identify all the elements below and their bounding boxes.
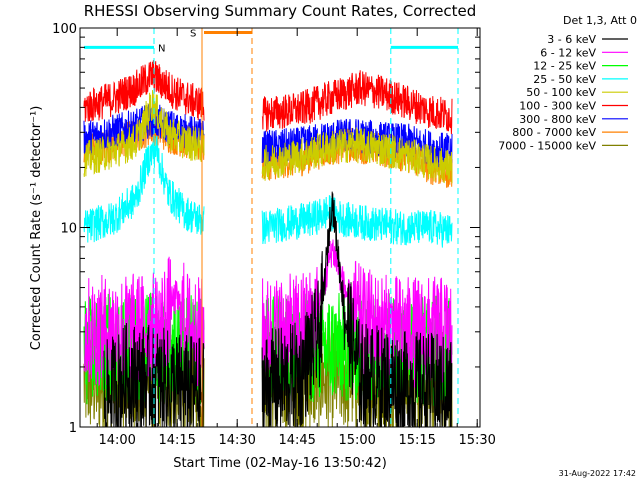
x-tick-label-3: 14:45 xyxy=(278,433,315,448)
x-tick-label-1: 14:15 xyxy=(158,433,195,448)
y-tick-label-1: 10 xyxy=(60,222,77,237)
legend-label-1: 6 - 12 keV xyxy=(540,46,596,59)
legend-title: Det 1,3, Att 0 xyxy=(563,14,637,27)
y-tick-label-0: 1 xyxy=(69,421,77,436)
series-line-5 xyxy=(83,60,453,135)
legend-label-8: 7000 - 15000 keV xyxy=(498,139,596,152)
legend-label-3: 25 - 50 keV xyxy=(533,73,596,86)
x-tick-label-0: 14:00 xyxy=(98,433,135,448)
plot-area: NS 14:00 14:15 14:30 14:45 15:00 15:15 15:3011… xyxy=(52,22,496,448)
x-axis-label: Start Time (02-May-16 13:50:42) xyxy=(173,456,387,471)
night-label: N xyxy=(158,43,165,54)
series-line-4 xyxy=(83,90,453,184)
series-line-3 xyxy=(83,135,453,248)
annotation-layer: NS xyxy=(84,28,459,427)
saa-label: S xyxy=(190,28,196,39)
x-tick-label-6: 15:30 xyxy=(458,433,495,448)
x-tick-label-4: 15:00 xyxy=(338,433,375,448)
x-tick-label-5: 15:15 xyxy=(398,433,435,448)
chart-title: RHESSI Observing Summary Count Rates, Co… xyxy=(84,2,477,20)
legend-label-5: 100 - 300 keV xyxy=(519,100,596,113)
legend-label-6: 300 - 800 keV xyxy=(519,113,596,126)
legend-label-4: 50 - 100 keV xyxy=(526,86,596,99)
footer-date: 31-Aug-2022 17:42 xyxy=(559,469,636,478)
legend-label-7: 800 - 7000 keV xyxy=(512,126,596,139)
x-tick-label-2: 14:30 xyxy=(218,433,255,448)
axis-layer: 14:00 14:15 14:30 14:45 15:00 15:15 15:30 1 10 10… xyxy=(52,22,496,448)
legend-label-2: 12 - 25 keV xyxy=(533,60,596,73)
series-layer xyxy=(83,60,453,429)
y-axis-label: Corrected Count Rate (s⁻¹ detector⁻¹) xyxy=(29,106,44,351)
legend-label-0: 3 - 6 keV xyxy=(547,33,596,46)
y-tick-label-2: 100 xyxy=(52,22,77,37)
